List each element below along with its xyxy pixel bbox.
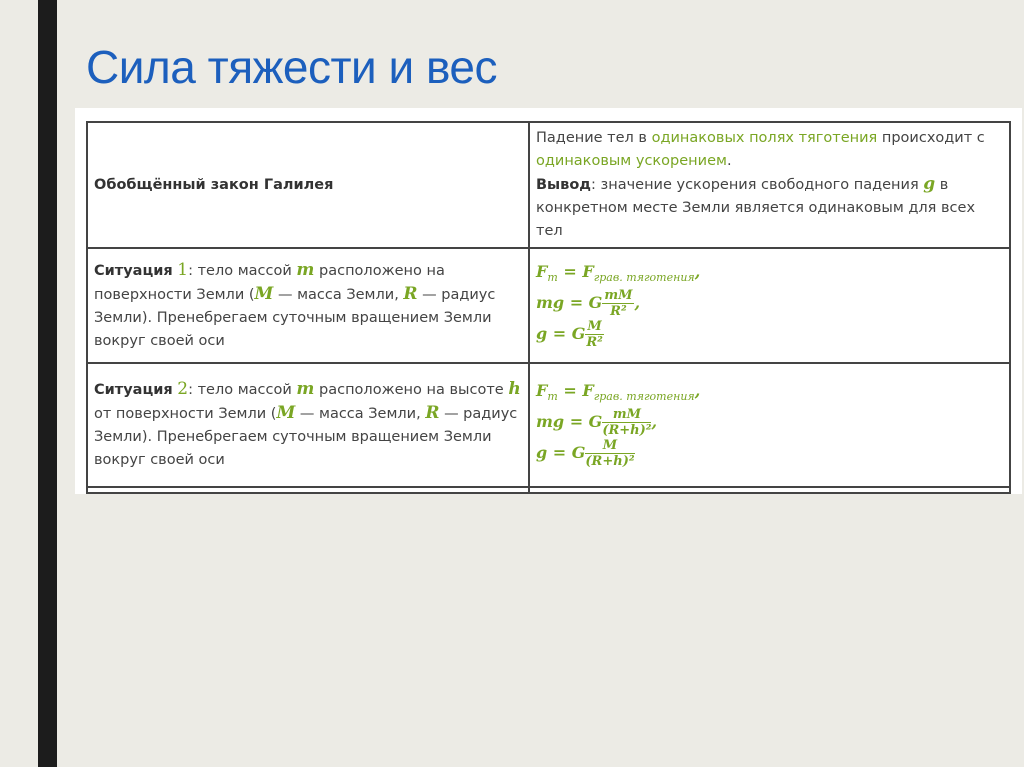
- highlight: одинаковым ускорением: [536, 153, 727, 169]
- denominator: R²: [586, 334, 603, 350]
- law-name: Обобщённый закон Галилея: [94, 176, 334, 193]
- math: ,: [694, 381, 701, 400]
- math: g = G: [536, 443, 586, 462]
- text: Падение тел в: [536, 130, 652, 146]
- text: от поверхности Земли (: [94, 406, 277, 422]
- numerator: mM: [602, 407, 652, 423]
- denominator: (R+h)²: [602, 423, 652, 438]
- math: mg = G: [536, 412, 603, 431]
- table-row: Ситуация 1: тело массой m расположено на…: [86, 247, 1011, 364]
- conclusion-label: Вывод: [536, 177, 592, 193]
- text: : значение ускорения свободного падения: [591, 177, 924, 193]
- table-row-cut: [86, 486, 1011, 494]
- denominator: (R+h)²: [585, 454, 635, 469]
- highlight: одинаковых полях тяготения: [651, 130, 878, 146]
- math: ,: [634, 292, 641, 312]
- situation-1-cell: Ситуация 1: тело массой m расположено на…: [86, 247, 530, 364]
- numerator: M: [585, 438, 635, 454]
- math: F: [536, 381, 548, 400]
- fraction: M (R+h)²: [585, 438, 635, 469]
- text: расположено на поверхности Земли (: [94, 262, 445, 303]
- fraction: M R²: [585, 318, 604, 350]
- math-sub: грав. тяготения: [593, 270, 695, 284]
- fraction: mM R²: [602, 287, 635, 319]
- table-row: Ситуация 2: тело массой m расположено на…: [86, 362, 1011, 488]
- text: — масса Земли,: [273, 286, 404, 303]
- math: = F: [557, 381, 594, 400]
- math: ,: [651, 412, 658, 431]
- text: : тело массой: [188, 262, 297, 279]
- math-var: g: [923, 174, 936, 194]
- math-var: m: [296, 259, 315, 280]
- math-sub: грав. тяготения: [593, 390, 695, 403]
- slide-title: Сила тяжести и вес: [86, 41, 497, 93]
- cell: [86, 486, 530, 494]
- text: расположено на высоте: [314, 382, 509, 398]
- situation-number: 1: [177, 259, 189, 280]
- situation-label: Ситуация: [94, 382, 173, 398]
- denominator: R²: [610, 303, 627, 319]
- text: : тело массой: [188, 382, 297, 398]
- math-var: m: [296, 379, 315, 399]
- situation-label: Ситуация: [94, 262, 173, 279]
- math: ,: [694, 261, 701, 281]
- math-sub: m: [547, 270, 558, 284]
- galileo-law-cell: Обобщённый закон Галилея: [86, 121, 530, 249]
- text: — радиус Земли). Пренебрегаем суточным в…: [94, 406, 518, 468]
- math: mg = G: [536, 292, 603, 312]
- numerator: mM: [602, 287, 635, 304]
- cell: [528, 486, 1011, 494]
- math: F: [536, 261, 548, 281]
- text: происходит с: [877, 130, 985, 146]
- math-sub: m: [547, 390, 558, 403]
- text: — радиус Земли). Пренебрегаем суточным в…: [94, 286, 496, 349]
- gravity-table: Обобщённый закон Галилея Падение тел в о…: [86, 121, 1011, 494]
- numerator: M: [585, 318, 604, 335]
- math-var: R: [425, 403, 440, 423]
- fraction: mM (R+h)²: [602, 407, 652, 438]
- galileo-description-cell: Падение тел в одинаковых полях тяготения…: [528, 121, 1011, 249]
- situation-number: 2: [177, 379, 189, 399]
- accent-bar: [38, 0, 57, 767]
- math: g = G: [536, 323, 586, 343]
- situation-2-cell: Ситуация 2: тело массой m расположено на…: [86, 362, 530, 488]
- math: = F: [557, 261, 594, 281]
- text: .: [726, 153, 732, 169]
- text: — масса Земли,: [295, 406, 426, 422]
- math-var: M: [254, 283, 274, 304]
- table-row: Обобщённый закон Галилея Падение тел в о…: [86, 121, 1011, 249]
- math-var: h: [508, 379, 521, 399]
- table-image: Обобщённый закон Галилея Падение тел в о…: [75, 108, 1022, 494]
- math-var: R: [403, 283, 418, 304]
- math-var: M: [276, 403, 296, 423]
- text: в конкретном месте Земли является одинак…: [536, 177, 976, 239]
